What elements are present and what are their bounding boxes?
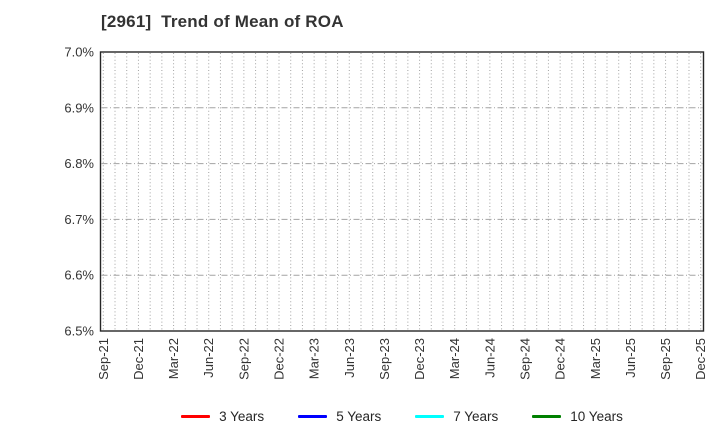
y-tick-label: 6.7% <box>64 212 94 227</box>
legend-line-swatch <box>298 414 328 418</box>
x-tick-label: Mar-24 <box>447 338 462 379</box>
x-tick-label: Jun-24 <box>482 338 497 378</box>
x-tick-label: Jun-23 <box>342 338 357 378</box>
legend-item-3-years: 3 Years <box>181 409 264 424</box>
y-tick-label: 6.6% <box>64 268 94 283</box>
legend-item-7-years: 7 Years <box>415 409 498 424</box>
x-tick-label: Mar-22 <box>166 338 181 379</box>
plot-border <box>99 51 705 332</box>
x-tick-label: Dec-23 <box>412 338 427 380</box>
x-tick-label: Dec-25 <box>693 338 708 380</box>
chart-legend: 3 Years 5 Years 7 Years 10 Years <box>100 403 704 429</box>
chart-title: [2961] Trend of Mean of ROA <box>101 12 344 31</box>
legend-label: 10 Years <box>570 408 623 424</box>
legend-label: 7 Years <box>453 408 499 424</box>
legend-line-swatch <box>415 414 445 418</box>
legend-line-swatch <box>181 414 211 418</box>
x-tick-label: Sep-21 <box>96 338 111 380</box>
legend-label: 3 Years <box>219 408 265 424</box>
x-tick-label: Sep-22 <box>236 338 251 380</box>
x-tick-label: Jun-25 <box>623 338 638 378</box>
x-tick-label: Dec-24 <box>553 338 568 380</box>
x-tick-label: Sep-25 <box>658 338 673 380</box>
x-tick-label: Mar-23 <box>307 338 322 379</box>
y-tick-label: 6.9% <box>64 100 94 115</box>
x-tick-label: Jun-22 <box>201 338 216 378</box>
legend-item-10-years: 10 Years <box>532 409 623 424</box>
x-tick-label: Dec-22 <box>272 338 287 380</box>
x-tick-label: Sep-23 <box>377 338 392 380</box>
x-tick-label: Mar-25 <box>588 338 603 379</box>
legend-line-swatch <box>532 414 562 418</box>
x-tick-label: Dec-21 <box>131 338 146 380</box>
y-tick-label: 7.0% <box>64 45 94 60</box>
x-tick-label: Sep-24 <box>517 338 532 380</box>
legend-item-5-years: 5 Years <box>298 409 381 424</box>
y-tick-label: 6.8% <box>64 156 94 171</box>
legend-label: 5 Years <box>336 408 382 424</box>
y-tick-label: 6.5% <box>64 324 94 339</box>
